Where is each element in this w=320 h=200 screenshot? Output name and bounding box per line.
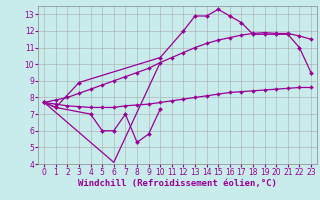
X-axis label: Windchill (Refroidissement éolien,°C): Windchill (Refroidissement éolien,°C) xyxy=(78,179,277,188)
